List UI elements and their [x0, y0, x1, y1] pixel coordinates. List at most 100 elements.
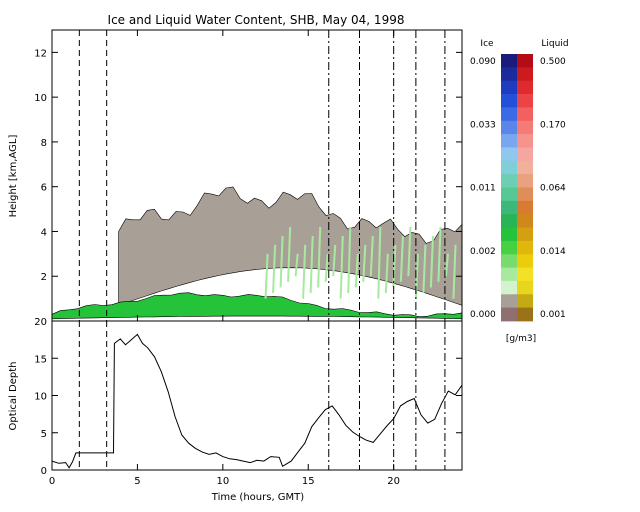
ice-streak: [384, 253, 389, 294]
ice-streak: [444, 253, 449, 277]
colorbar-liquid-tick: 0.500: [540, 57, 566, 67]
colorbar-ice-swatch: [501, 107, 517, 122]
ice-streak: [437, 226, 442, 282]
y-tick-label: 8: [41, 138, 47, 149]
colorbar-ice-swatch: [501, 67, 517, 82]
ice-streak: [272, 244, 277, 294]
ice-streak: [369, 235, 374, 277]
colorbar-ice-swatch: [501, 254, 517, 269]
colorbar-liquid-swatch: [517, 294, 533, 309]
colorbar-liquid-swatch: [517, 200, 533, 215]
colorbar-liquid-swatch: [517, 280, 533, 295]
ice-streak: [422, 244, 427, 294]
colorbar-liquid-tick: 0.064: [540, 184, 566, 194]
top-y-ticks: 2 4 6 8 10 12: [34, 48, 462, 283]
colorbar-ice-swatch: [501, 134, 517, 148]
colorbar-ice-tick: 0.002: [470, 247, 496, 257]
colorbar-liquid-swatch: [517, 227, 533, 242]
ice-streak: [317, 226, 322, 288]
colorbar-liquid-swatch: [517, 107, 533, 122]
colorbar-ice-tick: 0.011: [470, 184, 496, 194]
ice-streak: [407, 226, 412, 277]
ice-streak: [339, 235, 344, 299]
top-plot-area: [51, 30, 463, 321]
colorbar-liquid-tick: 0.001: [540, 310, 566, 320]
colorbar-liquid-swatch: [517, 240, 533, 255]
y-tick-label: 15: [34, 354, 47, 365]
colorbar-ice-swatch: [501, 227, 517, 242]
colorbar-liquid-scale: [517, 54, 533, 322]
bottom-panel: 0 5 10 15 20 0 5 10 15 20 Optical Depth Time (ho…: [8, 317, 463, 503]
ice-streak: [347, 226, 352, 294]
bottom-x-ticks: 0 5 10 15 20: [49, 464, 400, 487]
colorbar-ice-swatch: [501, 147, 517, 162]
top-x-ticks: [51, 30, 463, 321]
ice-streak: [294, 253, 299, 277]
colorbar-liquid-swatch: [517, 94, 533, 108]
x-tick-label: 15: [302, 476, 315, 487]
y-tick-label: 0: [41, 466, 47, 477]
x-tick-label: 10: [216, 476, 229, 487]
colorbar-ice-tick: 0.000: [470, 310, 496, 320]
y-tick-label: 20: [34, 317, 47, 328]
y-tick-label: 2: [41, 272, 47, 283]
colorbar-ice-swatch: [501, 214, 517, 228]
y-tick-label: 4: [41, 227, 47, 238]
colorbar-ice-swatch: [501, 120, 517, 135]
colorbar-ice-swatch: [501, 94, 517, 108]
x-tick-label: 5: [134, 476, 140, 487]
colorbar-ice-swatch: [501, 280, 517, 295]
colorbar-liquid-swatch: [517, 160, 533, 175]
colorbar-liquid-swatch: [517, 214, 533, 228]
ice-streak: [362, 244, 367, 282]
colorbar-liquid-swatch: [517, 67, 533, 82]
colorbar-ticks: 0.090 0.033 0.011 0.002 0.000 0.500 0.170 0.064…: [470, 57, 566, 320]
ice-streak: [332, 244, 337, 277]
colorbar-ice-label: Ice: [480, 39, 494, 49]
ice-streak: [302, 244, 307, 299]
ice-streak: [279, 235, 284, 288]
y-tick-label: 5: [41, 429, 47, 440]
colorbar-ice-scale: [501, 54, 517, 322]
colorbar-liquid-swatch: [517, 267, 533, 282]
colorbar-ice-tick: 0.033: [470, 120, 496, 130]
colorbar-ice-swatch: [501, 267, 517, 282]
colorbar-ice-swatch: [501, 294, 517, 309]
bottom-y-ticks: 0 5 10 15 20: [34, 317, 462, 477]
colorbar-liquid-swatch: [517, 120, 533, 135]
colorbar-ice-swatch: [501, 200, 517, 215]
colorbar-liquid-swatch: [517, 307, 533, 322]
colorbar-ice-swatch: [501, 54, 517, 68]
ice-streak: [429, 235, 434, 288]
ice-streak: [309, 235, 314, 294]
ice-streak: [377, 226, 382, 299]
top-y-axis-label: Height [km,AGL]: [8, 135, 19, 218]
colorbar-liquid-swatch: [517, 187, 533, 202]
y-tick-label: 12: [34, 48, 47, 59]
colorbar-liquid-swatch: [517, 254, 533, 269]
optical-depth-line: [51, 333, 463, 469]
ice-streak: [354, 253, 359, 288]
bottom-x-axis-label: Time (hours, GMT): [211, 492, 305, 503]
colorbar-unit-label: [g/m3]: [506, 334, 536, 344]
x-tick-label: 20: [387, 476, 400, 487]
colorbar-ice-swatch: [501, 240, 517, 255]
ice-streak: [392, 244, 397, 288]
colorbar-ice-swatch: [501, 80, 517, 95]
colorbar-liquid-tick: 0.014: [540, 247, 566, 257]
colorbar-ice-swatch: [501, 174, 517, 188]
colorbar: Ice Liquid 0.090 0.033 0.011 0.002 0.000 0.50…: [470, 39, 569, 344]
colorbar-ice-swatch: [501, 187, 517, 202]
y-tick-label: 10: [34, 392, 47, 403]
colorbar-ice-swatch: [501, 160, 517, 175]
bottom-y-axis-label: Optical Depth: [8, 362, 19, 431]
y-tick-label: 6: [41, 183, 47, 194]
top-panel: 2 4 6 8 10 12 Height [km,AGL]: [8, 29, 463, 322]
ice-streak: [324, 253, 329, 282]
colorbar-ice-swatch: [501, 307, 517, 322]
y-tick-label: 10: [34, 93, 47, 104]
cloud-region-liquid: [51, 292, 463, 320]
ice-streak: [452, 244, 457, 299]
ice-streak: [399, 235, 404, 282]
